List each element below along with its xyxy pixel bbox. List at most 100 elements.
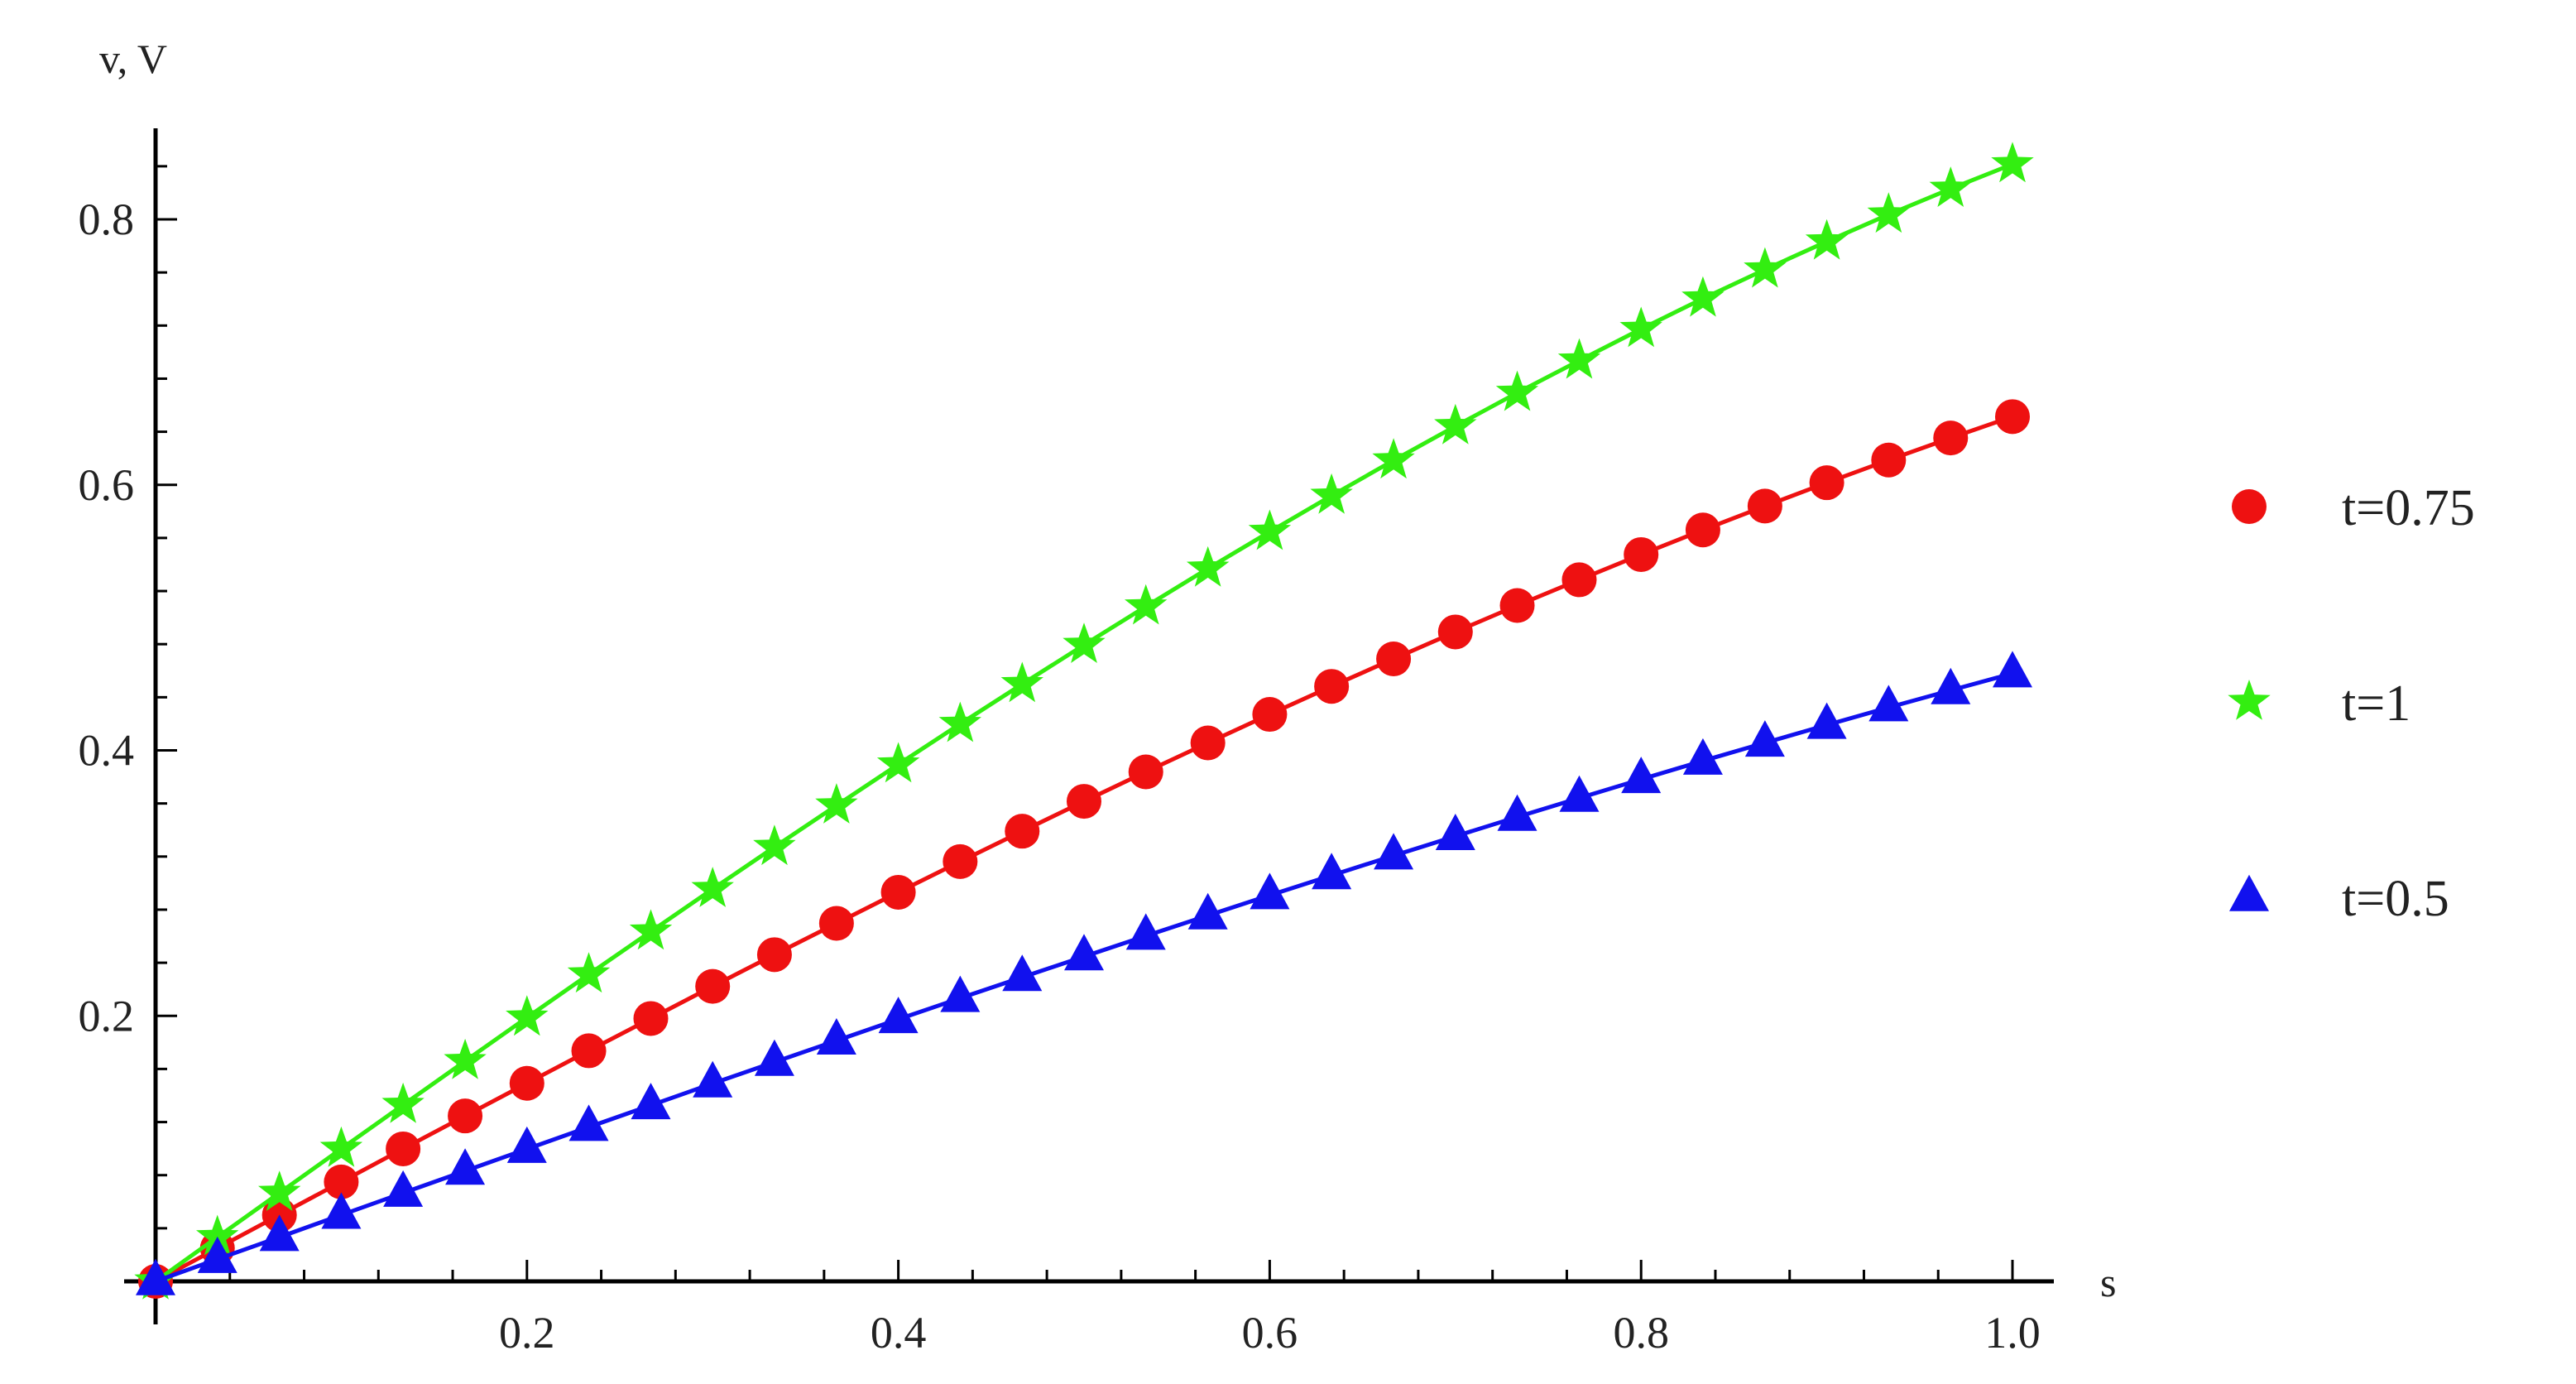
data-point-star [567,952,611,993]
data-point-circle [756,937,792,973]
data-point-circle [1871,442,1907,478]
data-point-star [1434,403,1477,445]
y-tick-label: 0.4 [79,726,135,776]
series-line [154,162,2013,1284]
data-point-triangle [1312,853,1352,890]
data-point-star [1063,622,1106,663]
data-point-triangle [1002,954,1043,992]
legend: t=0.75 t=1 t=0.5 [2228,480,2475,927]
legend-item: t=0.5 [2229,871,2449,927]
data-point-star [1557,338,1601,379]
data-point-star [691,867,734,907]
data-point-triangle [445,1148,486,1185]
data-point-star [444,1038,487,1079]
y-tick-label: 0.8 [79,195,135,244]
data-point-circle [1933,420,1969,456]
data-point-triangle [1806,702,1847,739]
data-point-star [196,1214,239,1256]
series-star [134,142,2034,1300]
data-point-circle [818,906,854,941]
y-tick-label: 0.6 [79,460,135,510]
series-circle [138,399,2030,1299]
data-point-star [1929,166,1972,207]
data-point-star [1125,584,1168,625]
data-point-triangle [1374,833,1414,870]
data-point-circle [1005,814,1040,849]
data-point-star [1991,142,2034,183]
data-point-circle [1376,642,1412,677]
data-point-triangle [506,1126,547,1163]
data-point-triangle [1621,757,1662,794]
y-ticks: 0.2 0.4 0.6 0.8 [79,165,177,1230]
legend-label: t=0.75 [2342,480,2475,536]
data-point-circle [1190,725,1226,761]
data-point-circle [1067,784,1101,819]
data-point-triangle [1868,685,1909,722]
data-point-triangle [1682,738,1723,775]
x-ticks: 0.2 0.4 0.6 0.8 1.0 [228,1260,2041,1358]
data-point-circle [1747,488,1782,524]
data-point-triangle [878,997,919,1034]
data-point-circle [509,1065,544,1101]
data-point-star [753,824,796,866]
data-point-star [1000,661,1043,703]
data-point-star [258,1170,301,1211]
data-point-circle [571,1033,607,1069]
data-point-circle [448,1098,483,1134]
legend-item: t=1 [2228,675,2411,732]
data-point-triangle [1744,720,1785,757]
legend-marker-star [2228,680,2271,720]
data-point-triangle [136,1258,175,1295]
x-tick-label: 0.4 [871,1308,927,1358]
data-point-circle [1437,614,1473,650]
data-point-triangle [693,1060,733,1098]
data-point-star [815,783,858,824]
legend-marker-triangle [2229,874,2269,911]
data-point-star [506,995,549,1036]
data-point-triangle [1435,813,1475,850]
legend-label: t=1 [2342,675,2411,732]
data-point-star [1248,509,1292,550]
data-point-triangle [1064,934,1104,971]
data-point-star [1495,370,1539,411]
data-point-triangle [321,1192,362,1229]
series-line [155,671,2013,1284]
data-point-triangle [259,1214,300,1252]
data-point-circle [1995,399,2030,435]
data-point-star [381,1082,425,1123]
legend-label: t=0.5 [2342,871,2449,927]
data-point-circle [943,843,978,879]
data-point-circle [1252,697,1288,733]
data-point-circle [1561,562,1597,598]
axes: 0.2 0.4 0.6 0.8 1.0 0.2 0.4 0.6 0.8 s v, V [79,36,2117,1358]
data-point-star [938,701,981,742]
data-point-circle [1128,754,1163,790]
x-tick-label: 0.2 [499,1308,555,1358]
data-point-triangle [197,1236,237,1273]
x-tick-label: 0.8 [1613,1308,1669,1358]
data-point-circle [695,968,731,1004]
y-axis-title: v, V [99,36,167,82]
data-point-circle [324,1164,359,1199]
data-point-circle [1624,536,1659,572]
data-point-star [876,742,920,783]
data-point-star [1187,545,1230,587]
x-tick-label: 0.6 [1242,1308,1298,1358]
series-line [154,414,2013,1284]
data-point-star [1805,219,1849,260]
data-point-triangle [1187,892,1228,930]
data-point-circle [386,1131,421,1166]
y-tick-label: 0.2 [79,991,135,1040]
data-point-triangle [383,1170,424,1207]
data-point-triangle [940,975,981,1012]
data-point-triangle [1125,913,1166,950]
data-point-circle [1499,588,1535,623]
data-point-circle [1809,465,1844,501]
data-point-star [629,909,673,950]
x-axis-title: s [2100,1259,2116,1305]
plot-series [134,142,2034,1300]
data-point-triangle [1931,667,1971,704]
legend-marker-circle [2232,489,2267,524]
data-point-circle [1314,669,1350,704]
data-point-circle [1685,512,1720,548]
